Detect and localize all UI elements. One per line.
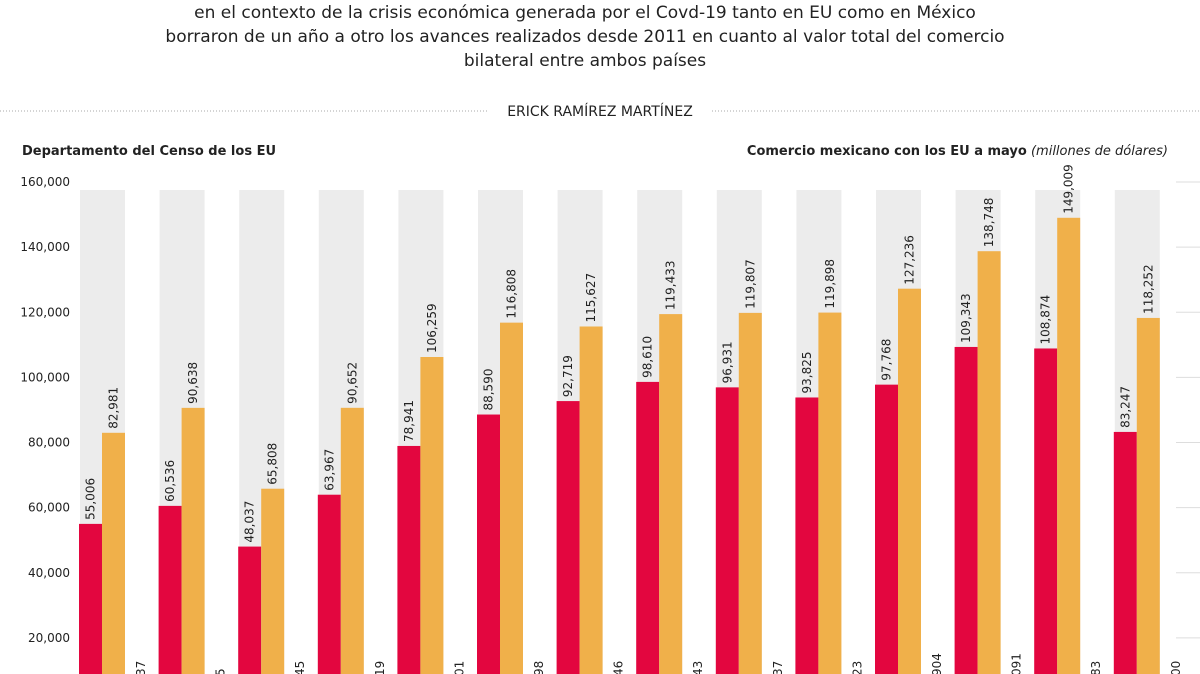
author: ERICK RAMÍREZ MARTÍNEZ <box>507 103 693 120</box>
value-label: 88,590 <box>482 369 496 411</box>
cropped-label: 00 <box>1169 661 1183 674</box>
bar <box>1113 431 1137 674</box>
value-label: 119,433 <box>664 260 678 310</box>
y-tick-label: 20,000 <box>28 631 70 645</box>
bar <box>818 312 842 674</box>
cropped-label: 37 <box>771 661 785 674</box>
bar <box>795 397 819 674</box>
cropped-label: 46 <box>612 661 626 674</box>
value-label: 48,037 <box>243 501 257 543</box>
bar <box>420 356 444 674</box>
value-label: 96,931 <box>720 341 734 383</box>
chart-label: Comercio mexicano con los EU a mayo (mil… <box>747 144 1168 159</box>
bar <box>102 432 125 674</box>
cropped-label: 45 <box>293 661 307 674</box>
header-line: borraron de un año a otro los avances re… <box>165 27 1004 47</box>
value-label: 149,009 <box>1062 164 1076 214</box>
bar <box>238 546 262 674</box>
cropped-label: 5 <box>214 668 228 674</box>
cropped-label: 091 <box>1010 653 1024 674</box>
bar <box>715 387 739 674</box>
value-label: 82,981 <box>107 387 121 429</box>
value-label: 83,247 <box>1118 386 1132 428</box>
bar <box>738 312 762 674</box>
value-label: 93,825 <box>800 351 814 393</box>
value-label: 127,236 <box>903 235 917 285</box>
y-tick-label: 40,000 <box>28 566 70 580</box>
cropped-label: 01 <box>452 661 466 674</box>
y-tick-label: 120,000 <box>20 305 70 319</box>
value-label: 90,652 <box>345 362 359 404</box>
value-label: 118,252 <box>1141 264 1155 314</box>
bar <box>1136 317 1160 674</box>
bar <box>954 346 978 674</box>
value-label: 55,006 <box>84 478 98 520</box>
value-label: 60,536 <box>163 460 177 502</box>
bar <box>500 322 523 674</box>
label: Comercio mexicano con los EU a mayo <box>747 144 1027 159</box>
bar <box>636 381 660 674</box>
header-line: bilateral entre ambos países <box>464 51 706 71</box>
value-label: 106,259 <box>425 303 439 353</box>
value-label: 109,343 <box>959 293 973 343</box>
cropped-label: 83 <box>1089 661 1103 674</box>
bar <box>158 505 182 674</box>
value-label: 119,807 <box>743 259 757 309</box>
value-label: 138,748 <box>982 198 996 248</box>
value-label: 108,874 <box>1039 295 1053 345</box>
bar <box>875 384 898 674</box>
bar <box>659 314 683 674</box>
value-label: 97,768 <box>880 339 894 381</box>
bar <box>317 494 341 674</box>
bar <box>579 326 603 674</box>
cropped-label: 19 <box>373 661 387 674</box>
value-label: 63,967 <box>322 449 336 491</box>
cropped-label: 43 <box>691 661 705 674</box>
bar <box>261 488 285 674</box>
y-tick-label: 80,000 <box>28 436 70 450</box>
unit: (millones de dólares) <box>1031 144 1168 159</box>
bar <box>1057 217 1081 674</box>
y-tick-label: 60,000 <box>28 501 70 515</box>
value-label: 98,610 <box>641 336 655 378</box>
bar <box>181 407 205 674</box>
bar <box>79 523 102 674</box>
cropped-label: 37 <box>134 661 148 674</box>
value-label: 78,941 <box>402 400 416 442</box>
y-tick-label: 160,000 <box>20 175 70 189</box>
bar <box>477 414 500 674</box>
header-line: en el contexto de la crisis económica ge… <box>194 3 976 23</box>
bar <box>898 288 921 674</box>
source: Departamento del Censo de los EU <box>22 144 276 159</box>
bar <box>340 407 364 674</box>
cropped-label: 23 <box>850 661 864 674</box>
cropped-label: 98 <box>532 661 546 674</box>
value-label: 119,898 <box>823 259 837 309</box>
y-tick-label: 100,000 <box>20 370 70 384</box>
cropped-label: 904 <box>930 653 944 674</box>
bar <box>397 445 421 674</box>
y-tick-label: 140,000 <box>20 240 70 254</box>
bar <box>977 251 1001 674</box>
bar <box>1034 348 1058 674</box>
value-label: 65,808 <box>266 443 280 485</box>
value-label: 115,627 <box>584 273 598 323</box>
bar <box>556 401 580 674</box>
value-label: 92,719 <box>561 355 575 397</box>
value-label: 90,638 <box>186 362 200 404</box>
value-label: 116,808 <box>505 269 519 319</box>
